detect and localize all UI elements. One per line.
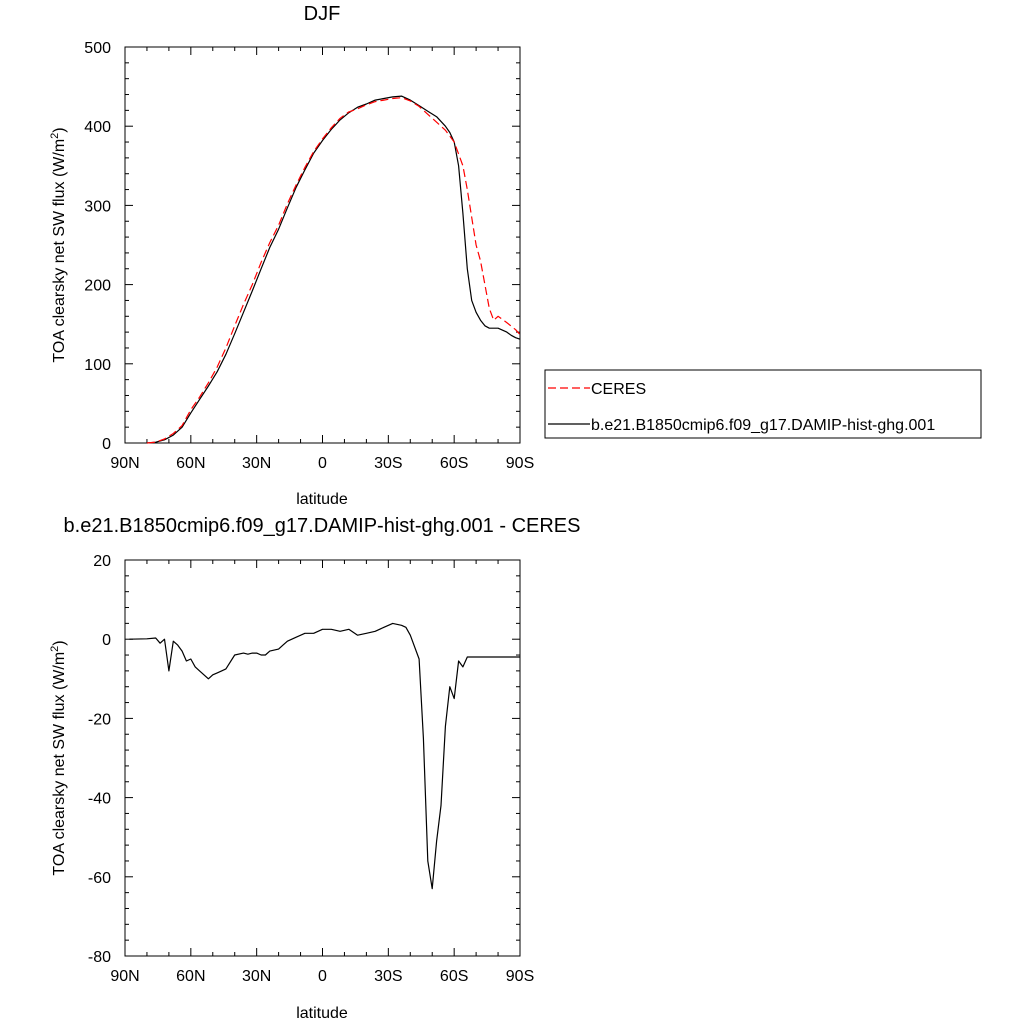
top-x-tick-label: 60S [440,455,468,472]
top-y-tick-label: 500 [84,40,111,57]
top-series-line-model [146,95,521,444]
legend-box [544,369,982,439]
bottom-x-tick-label: 90N [110,968,139,985]
top-x-tick-label: 90N [110,455,139,472]
top-y-axis-label: TOA clearsky net SW flux (W/m2) [49,127,68,362]
bottom-series-line-model [129,622,520,890]
top-y-tick-label: 300 [84,198,111,215]
top-y-axis-label-main: TOA clearsky net SW flux (W/m [51,139,68,363]
bottom-y-tick-label: -40 [88,791,111,808]
top-y-tick-label: 400 [84,119,111,136]
top-x-tick-label: 0 [318,455,327,472]
bottom-y-tick-labels: -80 -60 -40 -20 0 20 [88,553,111,966]
bottom-x-tick-labels: 90N 60N 30N 0 30S 60S 90S [110,968,534,985]
legend-label-ceres: CERES [591,381,646,398]
bottom-x-axis-label: latitude [296,1005,348,1022]
bottom-y-tick-label: -20 [88,711,111,728]
bottom-y-tick-label: 20 [93,553,111,570]
bottom-y-axis-label-sup: 2 [49,646,61,652]
bottom-y-tick-label: -80 [88,949,111,966]
top-y-tick-label: 0 [102,436,111,453]
top-x-tick-label: 30N [242,455,271,472]
legend: CERES b.e21.B1850cmip6.f09_g17.DAMIP-his… [544,369,982,439]
top-plot-frame [124,46,521,444]
top-y-tick-labels: 0 100 200 300 400 500 [84,40,111,453]
top-x-tick-label: 60N [176,455,205,472]
bottom-plot-frame [124,559,521,957]
bottom-y-tick-label: -60 [88,870,111,887]
bottom-y-tick-label: 0 [102,632,111,649]
top-panel-title: DJF [304,3,341,25]
top-x-tick-label: 30S [374,455,402,472]
legend-label-model: b.e21.B1850cmip6.f09_g17.DAMIP-hist-ghg.… [591,417,935,434]
bottom-x-tick-label: 60N [176,968,205,985]
bottom-y-axis-label: TOA clearsky net SW flux (W/m2) [49,640,68,875]
top-series-line-ceres [146,97,521,444]
top-y-tick-label: 100 [84,357,111,374]
bottom-x-tick-label: 30S [374,968,402,985]
top-series-lines [146,95,521,444]
top-y-tick-label: 200 [84,278,111,295]
bottom-panel-title: b.e21.B1850cmip6.f09_g17.DAMIP-hist-ghg.… [64,515,581,537]
bottom-x-tick-label: 90S [506,968,534,985]
top-x-tick-labels: 90N 60N 30N 0 30S 60S 90S [110,455,534,472]
top-x-axis-label: latitude [296,491,348,508]
top-panel: DJF 90N 60N 30N 0 30S 60S 90S 0 100 200 300 400 500… [49,3,534,508]
top-y-axis-label-end: ) [51,127,68,132]
top-y-axis-label-sup: 2 [49,133,61,139]
bottom-panel: b.e21.B1850cmip6.f09_g17.DAMIP-hist-ghg.… [49,515,580,1022]
bottom-x-tick-label: 30N [242,968,271,985]
bottom-y-axis-label-main: TOA clearsky net SW flux (W/m [51,652,68,876]
bottom-series-lines [129,622,520,890]
top-x-tick-label: 90S [506,455,534,472]
bottom-x-tick-label: 60S [440,968,468,985]
bottom-ticks [124,559,521,957]
bottom-x-tick-label: 0 [318,968,327,985]
top-ticks [124,46,521,444]
bottom-y-axis-label-end: ) [51,640,68,645]
